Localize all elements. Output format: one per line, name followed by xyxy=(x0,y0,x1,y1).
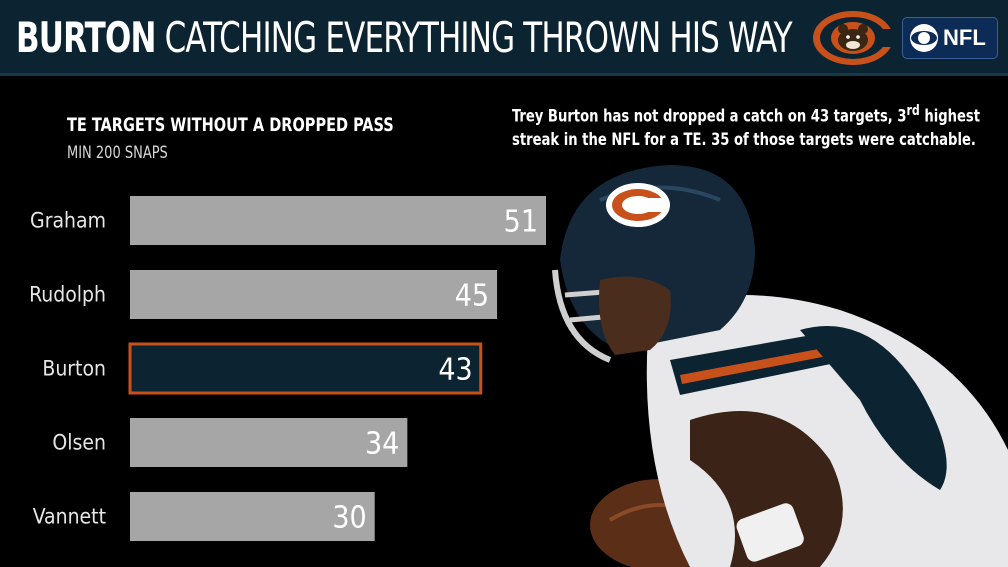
stat-note-line-2: streak in the NFL for a TE. 35 of those … xyxy=(512,129,976,150)
stat-note-line-1-post: highest xyxy=(919,106,981,127)
bar-burton xyxy=(128,342,483,395)
player-photo-illustration xyxy=(552,165,1008,567)
headline-rest: CATCHING EVERYTHING THROWN HIS WAY xyxy=(155,13,793,62)
bar-rudolph xyxy=(130,270,498,319)
stat-note-line-1-pre: Trey Burton has not dropped a catch on 4… xyxy=(512,106,907,127)
cbs-nfl-label: NFL xyxy=(943,25,986,50)
bar-label-graham: Graham xyxy=(30,209,106,233)
chart-subtitle: MIN 200 SNAPS xyxy=(67,143,168,163)
bar-label-vannett: Vannett xyxy=(33,505,106,529)
headline-bold: BURTON xyxy=(16,13,156,62)
bar-value-rudolph: 45 xyxy=(455,279,489,314)
bar-label-olsen: Olsen xyxy=(52,431,106,455)
bar-vannett xyxy=(130,492,375,541)
cbs-nfl-badge: NFL xyxy=(902,17,998,59)
headline: BURTON CATCHING EVERYTHING THROWN HIS WA… xyxy=(16,12,793,64)
bar-graham xyxy=(130,196,546,245)
cbs-eye-icon xyxy=(910,24,938,52)
bar-value-vannett: 30 xyxy=(332,501,366,536)
bar-value-graham: 51 xyxy=(504,205,538,240)
stat-note-line-1: Trey Burton has not dropped a catch on 4… xyxy=(512,100,980,129)
chart-title: TE TARGETS WITHOUT A DROPPED PASS xyxy=(67,114,394,136)
bar-olsen xyxy=(130,418,408,467)
bar-value-burton: 43 xyxy=(438,353,472,388)
bar-label-burton: Burton xyxy=(42,357,106,381)
bar-value-olsen: 34 xyxy=(365,427,399,462)
header-banner: BURTON CATCHING EVERYTHING THROWN HIS WA… xyxy=(0,0,1008,76)
bar-label-rudolph: Rudolph xyxy=(29,283,106,307)
stat-note: Trey Burton has not dropped a catch on 4… xyxy=(512,100,992,152)
bears-logo-icon xyxy=(813,11,894,65)
stat-note-line-1-sup: rd xyxy=(906,103,920,119)
